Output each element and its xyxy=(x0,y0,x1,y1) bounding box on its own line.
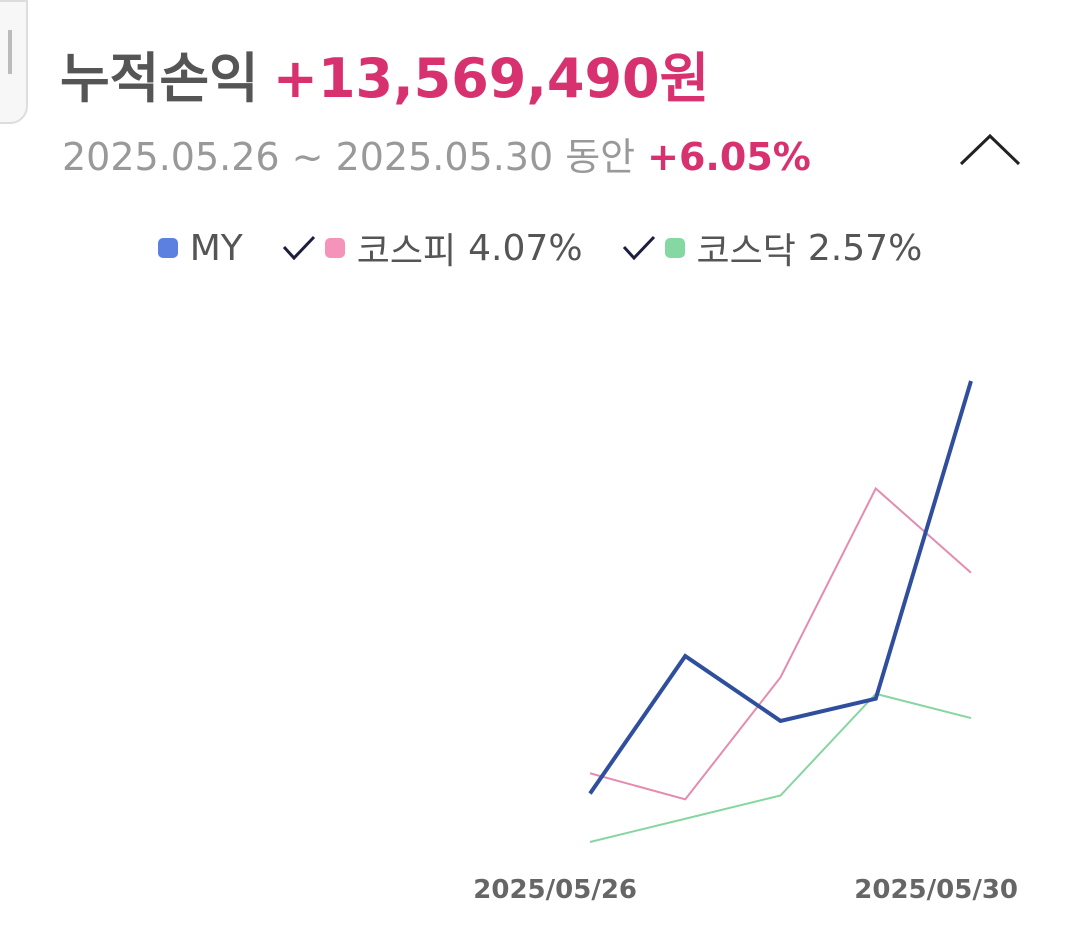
amount: +13,569,490원 xyxy=(272,47,710,110)
x-tick-label: 2025/05/26 xyxy=(473,875,637,905)
header-title: 누적손익 +13,569,490원 xyxy=(60,34,709,113)
series-line xyxy=(588,380,973,795)
legend-swatch xyxy=(664,238,685,258)
legend-swatch xyxy=(157,238,178,258)
period: 2025.05.26 ~ 2025.05.30 동안 xyxy=(62,135,636,179)
title: 누적손익 xyxy=(60,47,259,110)
legend-value: 4.07% xyxy=(468,227,583,269)
legend: MY 코스피 4.07% 코스닥 2.57% xyxy=(0,222,1080,274)
collapse-button[interactable] xyxy=(955,130,1025,170)
legend-item: 코스닥 2.57% xyxy=(664,222,923,274)
series-line xyxy=(589,486,972,801)
legend-toggle[interactable] xyxy=(281,233,317,263)
legend-item: 코스피 4.07% xyxy=(324,222,583,274)
period-row: 2025.05.26 ~ 2025.05.30 동안 +6.05% xyxy=(62,126,811,181)
legend-swatch xyxy=(324,238,345,258)
legend-name: 코스닥 xyxy=(696,231,796,272)
handle-bar xyxy=(8,30,12,74)
legend-name: MY xyxy=(189,227,243,269)
legend-item: MY xyxy=(157,227,243,269)
series-line xyxy=(589,692,972,843)
x-tick-label: 2025/05/30 xyxy=(854,875,1018,905)
side-handle xyxy=(0,0,28,124)
return: +6.05% xyxy=(647,135,811,179)
legend-value: 2.57% xyxy=(807,227,923,269)
legend-name: 코스피 xyxy=(356,231,457,272)
legend-toggle[interactable] xyxy=(621,233,657,263)
